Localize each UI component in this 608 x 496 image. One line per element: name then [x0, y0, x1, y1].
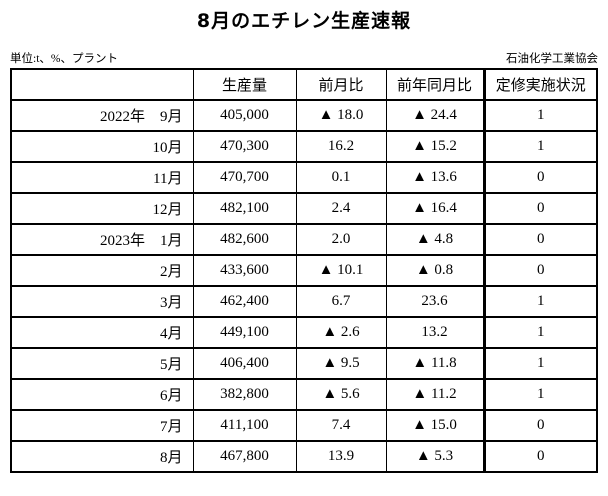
cell-month-over-month: ▲ 2.6 — [295, 315, 387, 349]
report-page: 8月のエチレン生産速報 単位:t、%、プラント 石油化学工業協会 生産量 前月比… — [0, 6, 608, 473]
cell-maintenance: 0 — [482, 191, 598, 225]
table-row: 2023年 1月 482,600 2.0 ▲ 4.8 0 — [10, 222, 598, 256]
cell-maintenance: 1 — [482, 315, 598, 349]
cell-year-over-year: 23.6 — [385, 284, 485, 318]
cell-month: 6月 — [10, 377, 194, 411]
cell-month: 8月 — [10, 439, 194, 473]
cell-production: 433,600 — [192, 253, 297, 287]
cell-production: 405,000 — [192, 98, 297, 132]
cell-production: 382,800 — [192, 377, 297, 411]
production-table: 生産量 前月比 前年同月比 定修実施状況 2022年 9月 405,000 ▲ 18… — [10, 67, 598, 473]
cell-year-over-year: ▲ 15.0 — [385, 408, 485, 442]
cell-month: 11月 — [10, 160, 194, 194]
header-year-over-year: 前年同月比 — [385, 67, 485, 101]
table-row: 6月 382,800 ▲ 5.6 ▲ 11.2 1 — [10, 377, 598, 411]
table-row: 3月 462,400 6.7 23.6 1 — [10, 284, 598, 318]
table-row: 2022年 9月 405,000 ▲ 18.0 ▲ 24.4 1 — [10, 98, 598, 132]
cell-production: 467,800 — [192, 439, 297, 473]
table-row: 11月 470,700 0.1 ▲ 13.6 0 — [10, 160, 598, 194]
cell-year-over-year: ▲ 11.8 — [385, 346, 485, 380]
cell-month: 5月 — [10, 346, 194, 380]
cell-year-over-year: ▲ 16.4 — [385, 191, 485, 225]
cell-maintenance: 0 — [482, 222, 598, 256]
cell-month-over-month: 6.7 — [295, 284, 387, 318]
table-row: 10月 470,300 16.2 ▲ 15.2 1 — [10, 129, 598, 163]
cell-month: 12月 — [10, 191, 194, 225]
cell-maintenance: 0 — [482, 160, 598, 194]
table-row: 5月 406,400 ▲ 9.5 ▲ 11.8 1 — [10, 346, 598, 380]
cell-month: 3月 — [10, 284, 194, 318]
cell-production: 470,700 — [192, 160, 297, 194]
cell-year-over-year: ▲ 11.2 — [385, 377, 485, 411]
cell-month-over-month: 2.0 — [295, 222, 387, 256]
header-row: 生産量 前月比 前年同月比 定修実施状況 — [10, 67, 598, 101]
table-body: 2022年 9月 405,000 ▲ 18.0 ▲ 24.4 1 10月 470,300 16… — [10, 98, 598, 473]
header-maintenance-status: 定修実施状況 — [482, 67, 598, 101]
cell-maintenance: 1 — [482, 284, 598, 318]
table-row: 7月 411,100 7.4 ▲ 15.0 0 — [10, 408, 598, 442]
page-title: 8月のエチレン生産速報 — [196, 10, 412, 32]
cell-year-over-year: ▲ 0.8 — [385, 253, 485, 287]
cell-year-over-year: ▲ 13.6 — [385, 160, 485, 194]
cell-maintenance: 1 — [482, 129, 598, 163]
cell-maintenance: 1 — [482, 98, 598, 132]
unit-note: 単位:t、%、プラント — [10, 53, 118, 65]
cell-production: 462,400 — [192, 284, 297, 318]
header-month — [10, 67, 194, 101]
cell-maintenance: 1 — [482, 377, 598, 411]
table-row: 8月 467,800 13.9 ▲ 5.3 0 — [10, 439, 598, 473]
cell-month-over-month: ▲ 18.0 — [295, 98, 387, 132]
cell-year-over-year: 13.2 — [385, 315, 485, 349]
cell-maintenance: 0 — [482, 408, 598, 442]
cell-month-over-month: ▲ 5.6 — [295, 377, 387, 411]
cell-maintenance: 0 — [482, 253, 598, 287]
meta-row: 単位:t、%、プラント 石油化学工業協会 — [10, 53, 598, 66]
cell-production: 470,300 — [192, 129, 297, 163]
cell-year-over-year: ▲ 24.4 — [385, 98, 485, 132]
cell-production: 482,600 — [192, 222, 297, 256]
table-row: 12月 482,100 2.4 ▲ 16.4 0 — [10, 191, 598, 225]
cell-year-over-year: ▲ 15.2 — [385, 129, 485, 163]
cell-month: 7月 — [10, 408, 194, 442]
cell-month-over-month: 16.2 — [295, 129, 387, 163]
cell-maintenance: 0 — [482, 439, 598, 473]
source-note: 石油化学工業協会 — [506, 53, 598, 65]
cell-year-over-year: ▲ 5.3 — [385, 439, 485, 473]
cell-maintenance: 1 — [482, 346, 598, 380]
cell-month: 2022年 9月 — [10, 98, 194, 132]
cell-month-over-month: 7.4 — [295, 408, 387, 442]
cell-production: 406,400 — [192, 346, 297, 380]
cell-month-over-month: ▲ 10.1 — [295, 253, 387, 287]
table-row: 4月 449,100 ▲ 2.6 13.2 1 — [10, 315, 598, 349]
cell-production: 482,100 — [192, 191, 297, 225]
header-month-over-month: 前月比 — [295, 67, 387, 101]
cell-month: 2023年 1月 — [10, 222, 194, 256]
cell-year-over-year: ▲ 4.8 — [385, 222, 485, 256]
cell-month-over-month: 13.9 — [295, 439, 387, 473]
table-row: 2月 433,600 ▲ 10.1 ▲ 0.8 0 — [10, 253, 598, 287]
cell-month-over-month: 2.4 — [295, 191, 387, 225]
cell-month-over-month: 0.1 — [295, 160, 387, 194]
cell-production: 411,100 — [192, 408, 297, 442]
cell-month: 2月 — [10, 253, 194, 287]
cell-month: 10月 — [10, 129, 194, 163]
cell-month-over-month: ▲ 9.5 — [295, 346, 387, 380]
cell-month: 4月 — [10, 315, 194, 349]
header-production: 生産量 — [192, 67, 297, 101]
cell-production: 449,100 — [192, 315, 297, 349]
